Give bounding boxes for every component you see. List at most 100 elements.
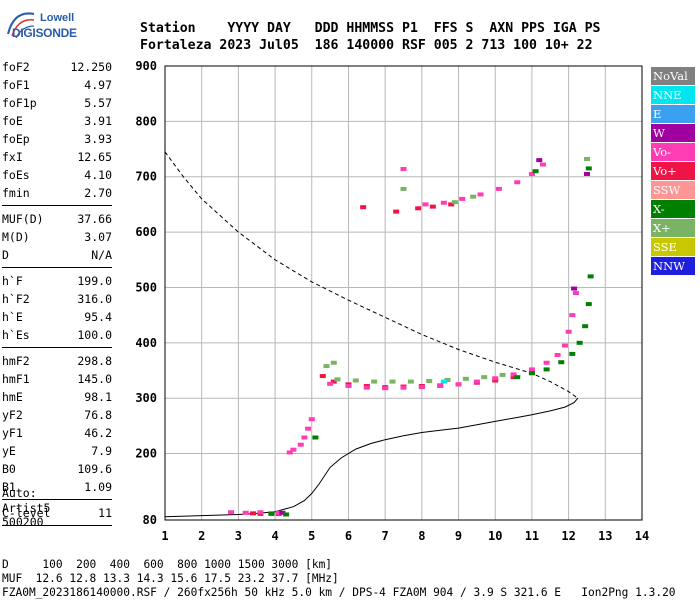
echo-point	[360, 205, 367, 210]
legend-item: E	[651, 105, 695, 123]
param-row: foF2 12.250	[2, 58, 112, 76]
echo-point	[415, 206, 422, 211]
echo-point	[477, 192, 484, 197]
param-value: 12.65	[77, 150, 112, 164]
digisonde-logo: Lowell DIGISONDE	[4, 4, 77, 44]
x-tick-label: 4	[271, 529, 278, 543]
echo-point	[558, 360, 565, 365]
param-key: h`F2	[2, 292, 30, 306]
echo-point	[268, 511, 275, 516]
x-tick-label: 1	[161, 529, 168, 543]
echo-point	[554, 353, 561, 358]
param-value: 298.8	[77, 354, 112, 368]
param-value: 3.93	[84, 132, 112, 146]
legend-item: W	[651, 124, 695, 142]
param-separator	[2, 267, 112, 268]
header-line1: Station YYYY DAY DDD HHMMSS P1 FFS S AXN…	[140, 21, 601, 36]
param-row: foEp 3.93	[2, 130, 112, 148]
param-value: N/A	[91, 248, 112, 262]
echo-point	[400, 186, 407, 191]
param-value: 95.4	[84, 310, 112, 324]
echo-point	[455, 382, 462, 387]
param-row: C-level 11	[2, 504, 112, 522]
param-key: h`F	[2, 274, 23, 288]
echo-point	[492, 378, 499, 383]
echo-point	[305, 426, 312, 431]
param-key: h`E	[2, 310, 23, 324]
param-row: hmF2 298.8	[2, 352, 112, 370]
param-separator	[2, 205, 112, 206]
echo-point	[418, 385, 425, 390]
x-tick-label: 13	[598, 529, 612, 543]
y-tick-label: 700	[135, 170, 157, 184]
echo-point	[279, 510, 286, 515]
echo-point	[582, 324, 589, 329]
legend-item: Vo-	[651, 143, 695, 161]
param-key: hmE	[2, 390, 23, 404]
param-row: h`F 199.0	[2, 272, 112, 290]
param-row: yF1 46.2	[2, 424, 112, 442]
x-tick-label: 12	[561, 529, 575, 543]
param-row: B1 1.09	[2, 478, 112, 496]
y-tick-label: 80	[143, 513, 157, 527]
echo-point	[323, 364, 330, 369]
x-tick-label: 14	[635, 529, 649, 543]
echo-point	[514, 375, 521, 380]
x-tick-label: 2	[198, 529, 205, 543]
param-row: fxI 12.65	[2, 148, 112, 166]
legend-item: SSE	[651, 238, 695, 256]
footer-file-info: FZA0M_2023186140000.RSF / 260fx256h 50 k…	[2, 586, 676, 599]
footer-muf-row: MUF 12.6 12.8 13.3 14.3 15.6 17.5 23.2 3…	[2, 572, 339, 585]
param-key: fxI	[2, 150, 23, 164]
param-value: 109.6	[77, 462, 112, 476]
x-tick-label: 6	[345, 529, 352, 543]
param-row: M(D) 3.07	[2, 228, 112, 246]
param-value: 4.97	[84, 78, 112, 92]
param-separator	[2, 525, 112, 526]
header-line2: Fortaleza 2023 Jul05 186 140000 RSF 005 …	[140, 38, 593, 53]
echo-point	[495, 186, 502, 191]
echo-point	[569, 351, 576, 356]
echo-point	[426, 379, 433, 384]
autoscaling-info: Auto: Artist5 500200	[2, 486, 50, 530]
param-row: foEs 4.10	[2, 166, 112, 184]
param-row: yE 7.9	[2, 442, 112, 460]
y-tick-label: 600	[135, 225, 157, 239]
echo-point	[572, 291, 579, 295]
plot-frame	[164, 65, 643, 521]
echo-point	[382, 386, 389, 391]
param-key: foE	[2, 114, 23, 128]
echo-point	[371, 379, 378, 384]
param-key: yE	[2, 444, 16, 458]
echo-point	[576, 340, 583, 345]
echo-point	[290, 447, 297, 452]
param-value: 12.250	[70, 60, 112, 74]
param-value: 1.09	[84, 480, 112, 494]
echo-point	[352, 378, 359, 383]
param-row: h`Es 100.0	[2, 326, 112, 344]
legend-item: NNE	[651, 86, 695, 104]
auto-label: Auto:	[2, 486, 37, 500]
echo-point	[308, 417, 315, 422]
echo-point	[429, 204, 436, 209]
footer-distance-row: D 100 200 400 600 800 1000 1500 3000 [km…	[2, 558, 333, 571]
x-tick-label: 5	[308, 529, 315, 543]
param-key: hmF2	[2, 354, 30, 368]
echo-point	[283, 512, 290, 517]
echo-point	[481, 375, 488, 380]
footer-info: D 100 200 400 600 800 1000 1500 3000 [km…	[2, 558, 676, 600]
echo-point	[561, 343, 568, 348]
echo-point	[250, 511, 257, 516]
echo-point	[510, 372, 517, 377]
param-row: D N/A	[2, 246, 112, 264]
x-tick-label: 7	[382, 529, 389, 543]
logo-emblem-icon	[7, 12, 35, 39]
param-value: 145.0	[77, 372, 112, 386]
y-tick-label: 900	[135, 59, 157, 73]
param-key: h`Es	[2, 328, 30, 342]
auto-version: 500200	[2, 515, 44, 529]
echo-point	[543, 360, 550, 365]
param-key: hmF1	[2, 372, 30, 386]
polarization-legend: NoVal NNE E W Vo- Vo+ SSW X- X+ SSE NNW	[651, 67, 695, 276]
param-separator	[2, 499, 112, 500]
